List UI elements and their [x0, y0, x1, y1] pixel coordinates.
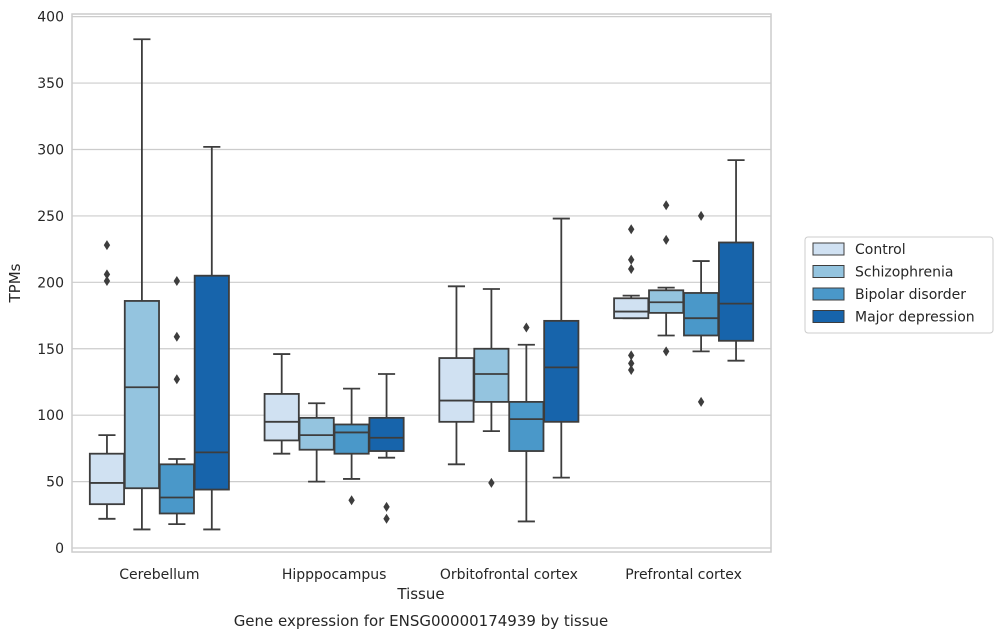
x-tick-label: Cerebellum	[119, 567, 199, 583]
box	[473, 347, 510, 403]
outlier-point	[103, 269, 111, 280]
box	[263, 393, 300, 442]
outlier-point	[173, 331, 181, 342]
box-group	[158, 276, 195, 526]
outlier-point	[628, 254, 635, 265]
box	[613, 297, 650, 320]
box-group	[613, 224, 650, 376]
outlier-point	[628, 264, 635, 275]
outlier-point	[103, 276, 111, 287]
y-tick-label: 0	[55, 541, 64, 557]
outlier-point	[628, 350, 635, 361]
outlier-point	[662, 234, 670, 245]
box	[368, 416, 405, 452]
y-tick-label: 250	[37, 209, 64, 225]
outlier-point	[488, 477, 495, 488]
legend-label: Control	[855, 242, 906, 258]
box-group	[683, 210, 720, 407]
outlier-point	[628, 358, 635, 369]
y-tick-label: 300	[37, 142, 64, 158]
box-group	[543, 217, 580, 479]
outlier-point	[383, 513, 390, 524]
outlier-point	[173, 276, 181, 287]
legend-swatch	[812, 265, 845, 278]
y-axis-ticks: 0 50 100 150 200 250 300 350 400	[37, 10, 64, 557]
outlier-point	[628, 365, 635, 376]
outlier-point	[697, 210, 705, 221]
y-tick-label: 400	[37, 10, 64, 26]
y-tick-label: 200	[37, 275, 64, 291]
legend-label: Major depression	[855, 310, 975, 326]
box-group	[473, 288, 510, 488]
outlier-point	[662, 200, 670, 211]
plot-area-frame	[71, 13, 772, 553]
legend-swatch	[812, 310, 845, 323]
outlier-point	[662, 346, 670, 357]
box	[718, 241, 755, 342]
outlier-point	[383, 501, 390, 512]
box-group	[648, 200, 685, 357]
x-axis-title: Tissue	[396, 585, 444, 603]
box-group	[438, 285, 475, 466]
outlier-point	[697, 396, 705, 407]
box	[88, 452, 125, 506]
legend-frame	[804, 236, 994, 334]
chart-caption: Gene expression for ENSG00000174939 by t…	[234, 612, 609, 630]
x-tick-label: Prefrontal cortex	[625, 567, 742, 583]
legend-label: Schizophrenia	[855, 265, 953, 281]
box-group	[718, 159, 755, 362]
outlier-point	[103, 240, 111, 251]
y-tick-label: 50	[46, 475, 64, 491]
box-group	[123, 38, 160, 531]
x-tick-label: Orbitofrontal cortex	[440, 567, 578, 583]
box-group	[508, 322, 545, 523]
y-tick-label: 150	[37, 342, 64, 358]
box-group	[333, 387, 370, 506]
x-tick-label: Hipppocampus	[282, 567, 387, 583]
legend: Control Schizophrenia Bipolar disorder Majo…	[804, 236, 994, 334]
box	[298, 416, 335, 451]
box	[438, 357, 475, 423]
legend-swatch	[812, 242, 845, 256]
legend-swatch	[812, 287, 845, 301]
x-axis-ticks: Cerebellum Hipppocampus Orbitofrontal cort…	[119, 567, 742, 583]
y-tick-label: 350	[37, 76, 64, 92]
outlier-point	[173, 374, 181, 385]
outlier-point	[348, 495, 355, 506]
y-axis-title: TPMs	[6, 263, 24, 303]
box	[333, 423, 370, 455]
box	[158, 463, 195, 515]
box-group	[298, 402, 335, 483]
box-group	[193, 145, 230, 531]
outlier-point	[628, 224, 635, 235]
box-group	[263, 353, 300, 455]
box-group	[368, 373, 405, 524]
box	[508, 400, 545, 452]
outlier-point	[523, 322, 530, 333]
box-plot-series	[88, 38, 755, 531]
box	[193, 274, 230, 491]
legend-label: Bipolar disorder	[855, 287, 966, 303]
box	[543, 319, 580, 423]
box	[123, 300, 160, 490]
y-tick-label: 100	[37, 408, 64, 424]
box	[683, 292, 720, 337]
